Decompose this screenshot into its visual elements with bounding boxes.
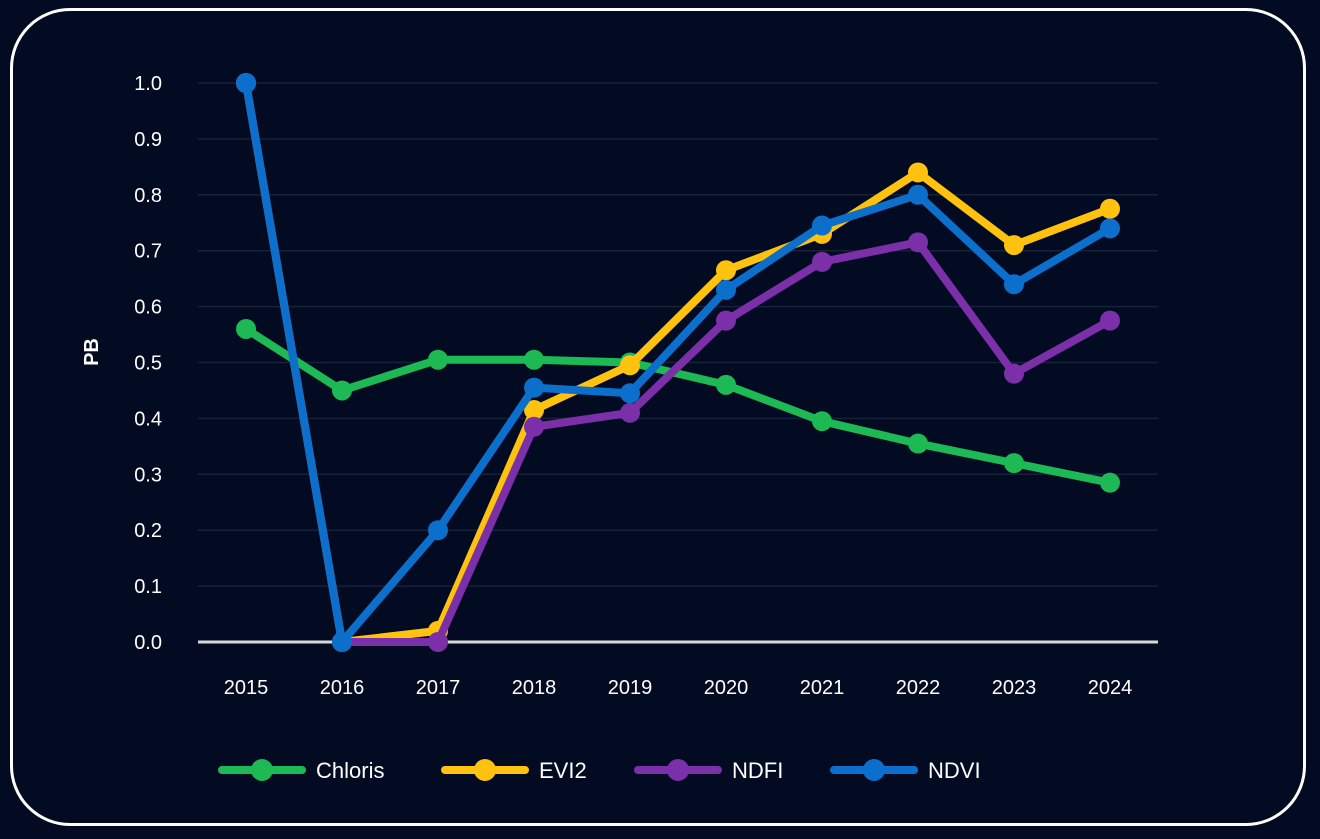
data-point — [1100, 310, 1120, 331]
series-line — [242, 324, 1114, 487]
data-point — [812, 215, 832, 236]
x-tick-label: 2022 — [896, 677, 941, 699]
data-point — [908, 184, 928, 205]
legend-item-evi2: EVI2 — [441, 758, 587, 783]
data-point — [620, 383, 640, 404]
x-tick-label: 2016 — [320, 677, 365, 699]
data-point — [620, 402, 640, 423]
data-point — [1100, 472, 1120, 493]
data-point — [1100, 218, 1120, 239]
legend-label: Chloris — [316, 758, 384, 783]
data-point — [524, 416, 544, 437]
x-tick-label: 2017 — [416, 677, 461, 699]
data-point — [716, 279, 736, 300]
data-point — [1004, 235, 1024, 256]
data-point — [524, 349, 544, 370]
data-point — [716, 260, 736, 281]
data-point — [1004, 363, 1024, 384]
x-tick-label: 2023 — [992, 677, 1037, 699]
legend-item-ndfi: NDFI — [634, 758, 783, 783]
data-point — [812, 411, 832, 432]
legend-label: NDVI — [928, 758, 981, 783]
data-point — [908, 232, 928, 253]
legend-swatch-marker — [863, 759, 885, 781]
grid-lines — [198, 82, 1158, 587]
x-tick-label: 2020 — [704, 677, 749, 699]
y-tick-label: 0.3 — [134, 464, 162, 486]
data-point — [716, 310, 736, 331]
x-axis-ticks: 2015 2016 2017 2018 2019 2020 2021 2022 2023 2024 — [224, 677, 1133, 699]
data-point — [1004, 453, 1024, 474]
legend-label: EVI2 — [539, 758, 587, 783]
x-tick-label: 2018 — [512, 677, 557, 699]
data-point — [428, 520, 448, 541]
legend-item-chloris: Chloris — [218, 758, 384, 783]
y-tick-label: 0.6 — [134, 297, 162, 319]
legend-label: NDFI — [732, 758, 783, 783]
data-point — [236, 318, 256, 339]
y-tick-label: 0.2 — [134, 520, 162, 542]
y-axis-label: PB — [81, 338, 103, 366]
data-point — [1100, 198, 1120, 219]
chart-frame — [10, 8, 1306, 826]
legend-item-ndvi: NDVI — [830, 758, 981, 783]
y-tick-label: 0.7 — [134, 241, 162, 263]
series-chloris — [236, 318, 1120, 493]
series-line — [242, 79, 1114, 646]
data-point — [908, 433, 928, 454]
legend-swatch-marker — [251, 759, 273, 781]
y-tick-label: 0.4 — [134, 408, 162, 430]
legend-swatch-marker — [667, 759, 689, 781]
data-point — [908, 162, 928, 183]
series-group — [236, 73, 1120, 652]
y-tick-label: 0.0 — [134, 632, 162, 654]
x-tick-label: 2019 — [608, 677, 653, 699]
y-tick-label: 0.9 — [134, 129, 162, 151]
x-tick-label: 2024 — [1088, 677, 1133, 699]
series-line — [242, 79, 1114, 646]
data-point — [812, 251, 832, 272]
x-tick-label: 2021 — [800, 677, 845, 699]
series-ndvi — [236, 73, 1120, 652]
data-point — [428, 632, 448, 652]
y-tick-label: 0.5 — [134, 353, 162, 375]
data-point — [620, 355, 640, 376]
data-point — [332, 380, 352, 401]
series-line — [242, 79, 1114, 646]
data-point — [428, 349, 448, 370]
data-point — [524, 400, 544, 421]
x-tick-label: 2015 — [224, 677, 269, 699]
data-point — [524, 377, 544, 398]
legend-swatch-marker — [474, 759, 496, 781]
y-tick-label: 1.0 — [134, 73, 162, 95]
data-point — [236, 73, 256, 93]
y-axis-ticks: 0.0 0.1 0.2 0.3 0.4 0.5 0.6 0.7 0.8 0.9 1.0 — [134, 73, 162, 654]
data-point — [1004, 274, 1024, 295]
y-tick-label: 0.1 — [134, 576, 162, 598]
data-point — [332, 632, 352, 652]
legend: Chloris EVI2 NDFI NDVI — [218, 758, 981, 783]
data-point — [716, 374, 736, 395]
y-tick-label: 0.8 — [134, 185, 162, 207]
